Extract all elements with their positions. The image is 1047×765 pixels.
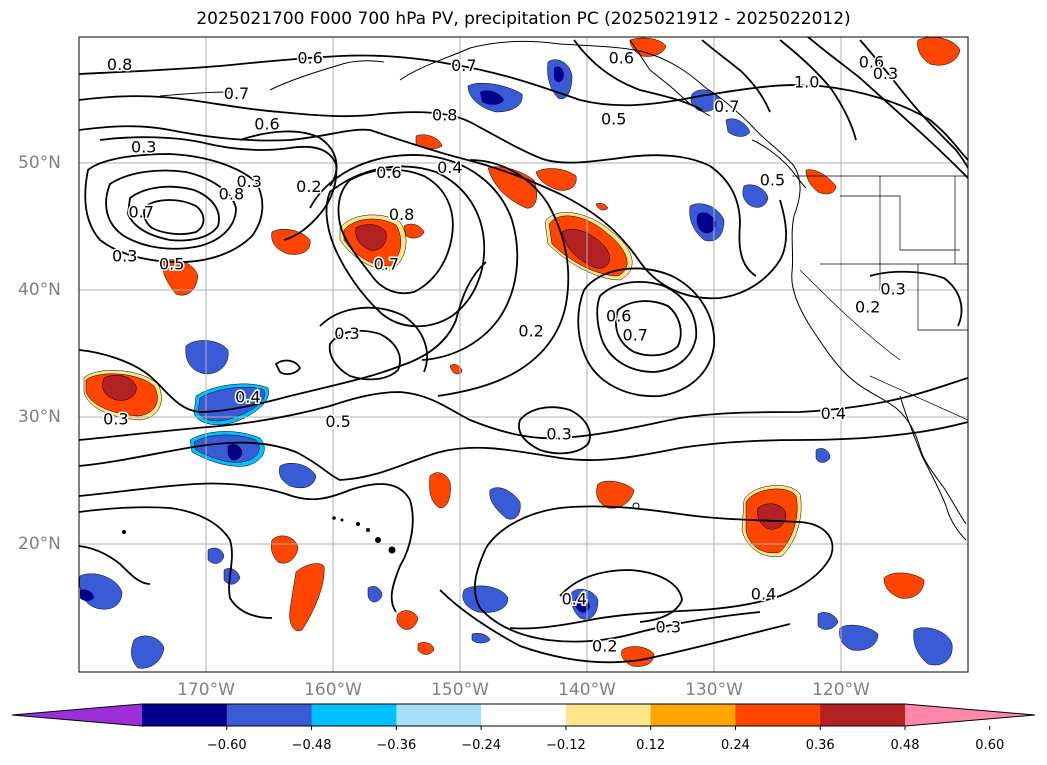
colorbar-segment <box>311 704 397 726</box>
lon-label: 130°W <box>685 680 743 700</box>
contour-label: 0.4 <box>751 585 776 604</box>
contour-label: 0.3 <box>546 425 571 444</box>
lon-label: 160°W <box>304 680 362 700</box>
precip-negative-areas <box>79 59 953 669</box>
colorbar-segment <box>565 704 652 726</box>
state-borders <box>792 175 968 421</box>
colorbar-tick-label: −0.48 <box>291 738 332 753</box>
contour-label: 0.2 <box>855 298 880 317</box>
colorbar-segment <box>142 704 228 726</box>
colorbar-extend-high <box>905 704 1035 726</box>
colorbar-segment <box>396 704 482 726</box>
contour-label: 0.2 <box>592 637 617 656</box>
contour-label: 0.3 <box>103 409 128 428</box>
precip-positive-areas <box>83 37 961 667</box>
contour-label: 0.7 <box>623 325 648 344</box>
contour-label: 0.2 <box>518 322 543 341</box>
contour-label: 0.4 <box>235 388 260 407</box>
colorbar <box>11 703 1036 730</box>
contour-label: 0.5 <box>601 110 626 129</box>
precip-small-blobs <box>161 37 961 667</box>
contour-label: 0.7 <box>451 56 476 75</box>
contour-label: 1.0 <box>794 73 819 92</box>
contour-label: 0.3 <box>112 247 137 266</box>
map-title: 2025021700 F000 700 hPa PV, precipitatio… <box>196 9 851 29</box>
contour-label: 0.3 <box>880 280 905 299</box>
contour-label: 0.7 <box>374 254 399 273</box>
map-frame <box>78 36 969 673</box>
contour-label: 0.7 <box>224 84 249 103</box>
colorbar-segment <box>226 704 313 726</box>
lon-label: 120°W <box>812 680 870 700</box>
precip-blob <box>544 212 633 281</box>
colorbar-tick-label: 0.48 <box>890 738 920 753</box>
contour-label: 0.7 <box>714 97 739 116</box>
colorbar-segment <box>735 704 821 726</box>
colorbar-tick-label: 0.12 <box>636 738 666 753</box>
colorbar-tick-label: 0.24 <box>720 738 750 753</box>
colorbar-tick-label: −0.24 <box>461 738 502 753</box>
contour-label: 0.8 <box>389 205 414 224</box>
contour-label: 0.3 <box>873 64 898 83</box>
colorbar-tick-label: −0.36 <box>376 738 417 753</box>
colorbar-segment <box>650 704 736 726</box>
contour-label: 0.2 <box>296 177 321 196</box>
contour-label: 0.4 <box>437 158 462 177</box>
lon-label: 170°W <box>177 680 235 700</box>
precip-small-blobs-negative <box>79 59 953 669</box>
lat-label: 30°N <box>18 407 61 427</box>
precip-dark-negative-cores <box>80 66 716 613</box>
contour-label: 0.8 <box>432 106 457 125</box>
colorbar-tick-label: −0.12 <box>545 738 586 753</box>
contour-label: 0.3 <box>131 137 156 156</box>
pv-contour-labels: 0.8 0.6 0.7 0.61.00.60.30.70.8 0.50.70.60.30… <box>102 47 908 657</box>
contour-label: 0.8 <box>107 55 132 74</box>
colorbar-extend-low <box>12 704 142 726</box>
contour-label: 0.6 <box>859 52 884 71</box>
lat-label: 40°N <box>18 280 61 300</box>
colorbar-segment <box>820 704 906 726</box>
contour-label: 0.5 <box>760 171 785 190</box>
contour-label: 0.6 <box>254 115 279 134</box>
pv-contours <box>79 37 968 664</box>
contour-label: 0.8 <box>219 184 244 203</box>
lat-label: 50°N <box>18 153 61 173</box>
contour-label: 0.4 <box>821 404 846 423</box>
colorbar-outline <box>11 703 1036 727</box>
contour-label: 0.6 <box>609 49 634 68</box>
contour-label: 0.6 <box>606 306 631 325</box>
map-plot-area[interactable]: 0.8 0.6 0.7 0.61.00.60.30.70.8 0.50.70.60.30… <box>79 30 968 672</box>
precip-blob-negative <box>189 383 269 467</box>
contour-label: 0.7 <box>129 202 154 221</box>
contour-label: 0.6 <box>376 163 401 182</box>
colorbar-tick-label: 0.36 <box>805 738 835 753</box>
contour-label: 0.4 <box>562 590 587 609</box>
colorbar-tick-label: −0.60 <box>206 738 247 753</box>
lon-label: 140°W <box>558 680 616 700</box>
lon-label: 150°W <box>431 680 489 700</box>
contour-label: 0.3 <box>236 172 261 191</box>
contour-label: 0.6 <box>297 49 322 68</box>
lat-label: 20°N <box>18 534 61 554</box>
contour-label: 0.3 <box>334 324 359 343</box>
precip-blob <box>83 370 162 421</box>
contour-label: 0.5 <box>159 254 184 273</box>
contour-label: 0.5 <box>325 412 350 431</box>
contour-label: 0.3 <box>656 618 681 637</box>
colorbar-segment <box>481 704 567 726</box>
colorbar-tick-label: 0.60 <box>975 738 1005 753</box>
